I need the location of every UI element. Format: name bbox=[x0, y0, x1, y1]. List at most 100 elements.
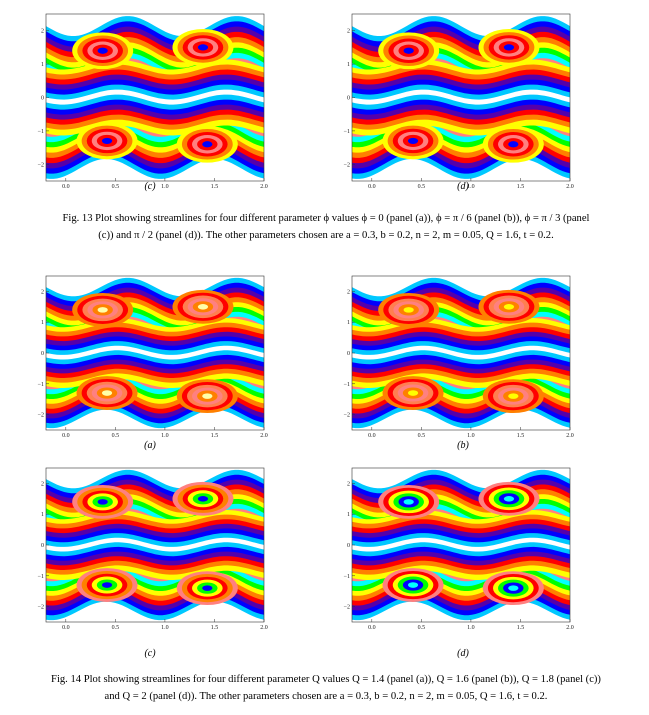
contour-band bbox=[46, 311, 264, 337]
contour-band bbox=[352, 302, 570, 327]
contour-band bbox=[46, 47, 264, 74]
contour-band bbox=[352, 484, 570, 509]
panel-label: (b) bbox=[457, 440, 469, 451]
contour-band bbox=[46, 14, 264, 38]
contour-band bbox=[352, 537, 570, 553]
x-tick-label: 1.0 bbox=[161, 433, 169, 439]
x-tick-label: 1.5 bbox=[211, 184, 219, 190]
contour-band bbox=[352, 311, 570, 337]
fig13-caption: Fig. 13 Plot showing streamlines for fou… bbox=[20, 210, 632, 244]
panel-fig13-d: 2 1 0 −1 −2 0.0 0.5 1.0 1.5 2.0 bbox=[342, 8, 574, 193]
contour-band bbox=[352, 354, 570, 370]
x-tick-label: 1.5 bbox=[211, 433, 219, 439]
fig14-caption-line2: and Q = 2 (panel (d)). The other paramet… bbox=[104, 691, 548, 702]
contour-band bbox=[352, 479, 570, 504]
contour-band bbox=[46, 519, 264, 534]
contour-band bbox=[352, 341, 570, 356]
y-tick-label: 0 bbox=[347, 96, 350, 102]
x-tick-label: 1.5 bbox=[517, 625, 525, 631]
vortex-contour bbox=[407, 390, 419, 396]
panel-label: (a) bbox=[144, 440, 156, 451]
vortex-contour bbox=[101, 390, 113, 396]
y-tick-label: 1 bbox=[41, 62, 44, 68]
contour-band bbox=[46, 104, 264, 121]
x-tick-label: 1.5 bbox=[517, 433, 525, 439]
contour-band bbox=[46, 533, 264, 548]
vortex-contour bbox=[197, 496, 209, 502]
y-tick-label: 1 bbox=[41, 512, 44, 518]
y-tick-label: −1 bbox=[38, 129, 44, 135]
fig13-caption-line2: (c)) and π / 2 (panel (d)). The other pa… bbox=[98, 230, 554, 241]
contour-band bbox=[352, 345, 570, 361]
contour-band bbox=[46, 494, 264, 519]
contour-band bbox=[352, 542, 570, 557]
contour-band bbox=[46, 157, 264, 181]
contour-band bbox=[46, 31, 264, 59]
contour-band bbox=[352, 359, 570, 375]
contour-band bbox=[46, 551, 264, 567]
y-tick-label: −2 bbox=[344, 413, 350, 419]
x-tick-label: 2.0 bbox=[566, 625, 574, 631]
contour-band bbox=[352, 489, 570, 514]
streamline-plot: 2 1 0 −1 −2 0.0 0.5 1.0 1.5 2.0 bbox=[344, 467, 574, 631]
contour-band bbox=[46, 114, 264, 131]
contour-band bbox=[352, 468, 570, 490]
x-tick-label: 0.0 bbox=[62, 433, 69, 439]
contour-band bbox=[352, 519, 570, 534]
y-tick-label: −1 bbox=[38, 382, 44, 388]
y-tick-label: 1 bbox=[347, 62, 350, 68]
y-tick-label: 2 bbox=[41, 481, 44, 487]
contour-band bbox=[352, 533, 570, 548]
vortex-contour bbox=[403, 499, 414, 505]
panel-label: (c) bbox=[144, 181, 156, 192]
streamline-plot: 2 1 0 −1 −2 0.0 0.5 1.0 1.5 2.0 bbox=[38, 467, 268, 631]
vortex-contour bbox=[97, 47, 108, 54]
contour-band bbox=[352, 408, 570, 430]
contour-band bbox=[352, 157, 570, 181]
contour-band bbox=[46, 341, 264, 356]
contour-band bbox=[46, 26, 264, 53]
contour-band bbox=[46, 336, 264, 352]
x-tick-label: 0.5 bbox=[112, 625, 120, 631]
contour-band bbox=[46, 37, 264, 64]
contour-band bbox=[46, 474, 264, 500]
contour-band bbox=[46, 16, 264, 43]
contour-band bbox=[352, 31, 570, 59]
y-tick-label: −2 bbox=[344, 605, 350, 611]
y-tick-label: 1 bbox=[347, 512, 350, 518]
contour-band bbox=[352, 494, 570, 519]
y-tick-label: −1 bbox=[344, 574, 350, 580]
contour-band bbox=[352, 74, 570, 91]
vortex-contour bbox=[101, 137, 113, 145]
contour-band bbox=[352, 499, 570, 524]
vortex-contour bbox=[503, 304, 515, 310]
contour-band bbox=[46, 600, 264, 622]
contour-band bbox=[352, 114, 570, 131]
panel-fig13-c: 2 1 0 −1 −2 0.0 0.5 1.0 1.5 2.0 bbox=[36, 8, 268, 193]
contour-band bbox=[46, 499, 264, 524]
contour-band bbox=[352, 89, 570, 106]
streamline-plot: 2 1 0 −1 −2 0.0 0.5 1.0 1.5 2.0 bbox=[344, 275, 574, 439]
contour-band bbox=[46, 354, 264, 370]
contour-band bbox=[46, 468, 264, 490]
panel-fig14-c: 2 1 0 −1 −2 0.0 0.5 1.0 1.5 2.0 bbox=[36, 462, 268, 634]
contour-band bbox=[46, 469, 264, 495]
contour-band bbox=[46, 345, 264, 361]
y-tick-label: 1 bbox=[347, 320, 350, 326]
contour-band bbox=[352, 307, 570, 332]
contour-band bbox=[352, 551, 570, 567]
vortex-contour bbox=[202, 585, 213, 591]
contour-band bbox=[46, 350, 264, 365]
x-tick-label: 2.0 bbox=[260, 625, 268, 631]
contour-band bbox=[352, 331, 570, 347]
contour-band bbox=[46, 302, 264, 327]
contour-band bbox=[352, 16, 570, 43]
contour-band bbox=[352, 560, 570, 576]
contour-band bbox=[46, 368, 264, 384]
x-tick-label: 0.5 bbox=[112, 433, 120, 439]
x-tick-label: 0.5 bbox=[418, 184, 426, 190]
y-tick-label: 0 bbox=[41, 96, 44, 102]
contour-band bbox=[46, 276, 264, 298]
y-tick-label: 0 bbox=[41, 543, 44, 549]
vortex-contour bbox=[403, 307, 414, 313]
